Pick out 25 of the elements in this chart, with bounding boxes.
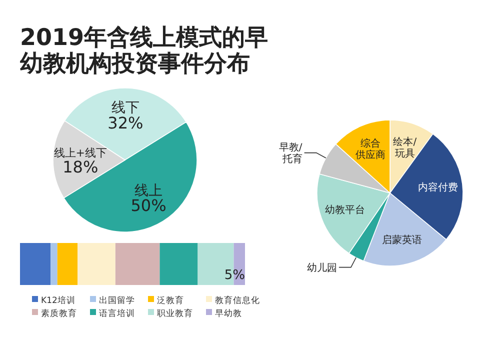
legend-label: 泛教育 [157,295,184,306]
legend-label: 语言培训 [99,308,135,319]
slice-label: 早教/托育 [278,142,303,166]
slice-label: 幼教平台 [324,204,365,216]
slice-label: 线上+线下 [54,146,107,160]
legend-label: 职业教育 [157,308,193,319]
legend-label: 出国留学 [99,295,135,306]
legend-label: 教育信息化 [215,295,260,306]
chart-title: 2019年含线上模式的早幼教机构投资事件分布 [20,25,268,77]
legend-label: 早幼教 [215,308,242,319]
slice-label: 启蒙英语 [382,234,422,246]
slice-label: 幼儿园 [306,262,337,274]
slice-label: 内容付费 [418,181,458,194]
slice-label: 绘本/玩具 [393,136,418,160]
bar [50,243,58,285]
bar [78,243,116,285]
legend-label: 素质教育 [41,308,77,319]
bar [160,243,198,285]
data-label: 18% [62,157,98,176]
bar [115,243,160,285]
slice-label: 综合供应商 [355,138,386,162]
bar [20,243,51,285]
legend-label: K12培训 [41,295,76,306]
data-label: 5% [224,268,245,283]
bar [57,243,78,285]
